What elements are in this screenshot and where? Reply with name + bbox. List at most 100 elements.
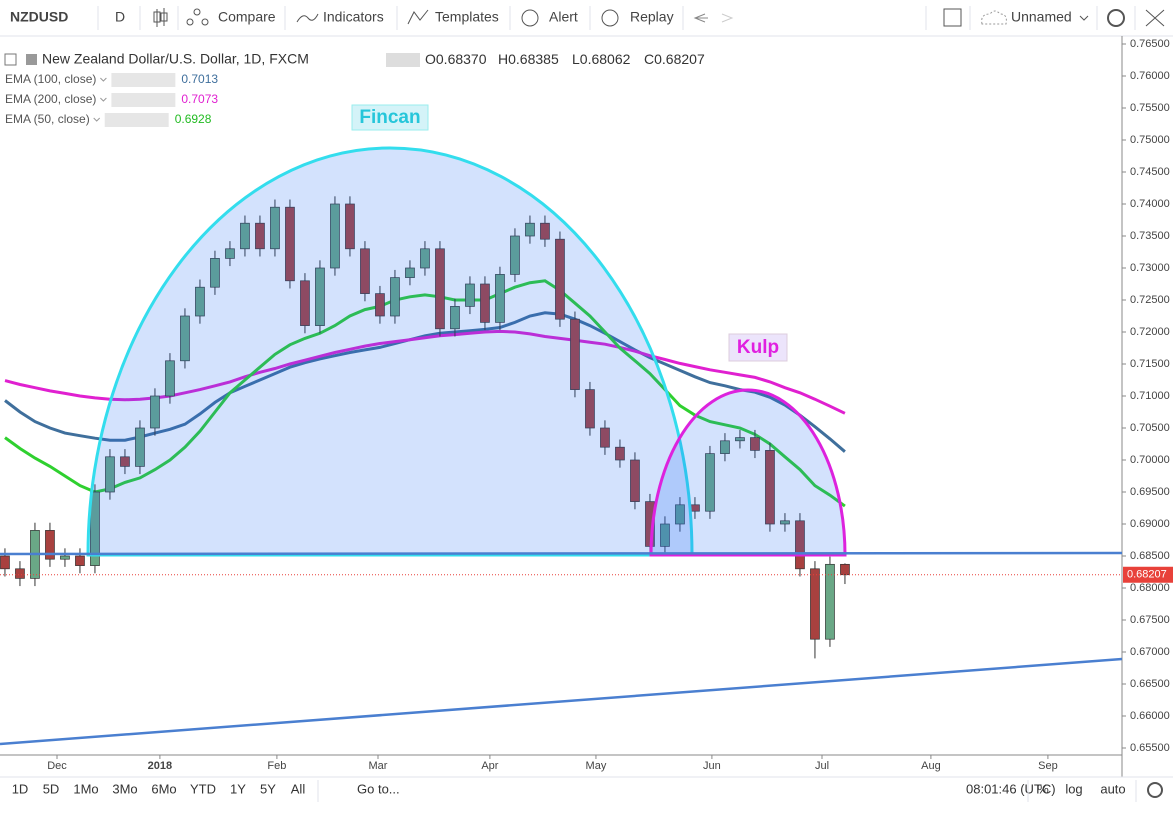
ohlc-text: 0.68062 — [580, 51, 631, 67]
undo-icon[interactable] — [693, 13, 708, 23]
replay-button[interactable]: Replay — [630, 9, 674, 25]
range-button[interactable]: 1D — [12, 781, 29, 796]
ohlc-value: L0.68062 — [572, 51, 631, 67]
candle-body — [735, 437, 745, 442]
candle-body — [60, 555, 70, 560]
x-tick-label: Apr — [481, 760, 498, 772]
auto-toggle[interactable]: auto — [1100, 781, 1125, 796]
y-tick-label: 0.71000 — [1130, 390, 1170, 402]
percent-toggle[interactable]: % — [1037, 781, 1049, 796]
candle-body — [345, 203, 355, 250]
ohlc: O0.68370 H0.68385 L0.68062 C0.68207 — [425, 51, 705, 67]
candle-icon[interactable] — [153, 8, 168, 27]
x-tick-label: 2018 — [148, 760, 172, 772]
candle-body — [120, 456, 130, 467]
candle-body — [195, 286, 205, 317]
y-tick-label: 0.76000 — [1130, 70, 1170, 82]
x-tick-label: Aug — [921, 760, 941, 772]
range-button[interactable]: YTD — [190, 781, 216, 796]
candle-body — [435, 248, 445, 330]
plot-area — [0, 196, 1122, 659]
goto-button[interactable]: Go to... — [357, 781, 400, 796]
y-tick-label: 0.67000 — [1130, 646, 1170, 658]
ohlc-key: C — [644, 51, 654, 67]
candle-body — [45, 530, 55, 560]
ohlc-key: O — [425, 51, 436, 67]
fullscreen-icon[interactable] — [943, 8, 962, 27]
symbol-icon — [26, 54, 37, 65]
legend-buttons[interactable] — [386, 53, 420, 67]
candle-body — [15, 568, 25, 579]
range-button[interactable]: 5Y — [260, 781, 276, 796]
candle-body — [135, 427, 145, 467]
settings-icon[interactable] — [1107, 9, 1125, 27]
y-tick-label: 0.76500 — [1130, 38, 1170, 50]
annotation-box — [351, 104, 429, 131]
candle-body — [525, 222, 535, 237]
templates-button[interactable]: Templates — [435, 9, 499, 25]
compare-icon — [186, 8, 209, 26]
x-tick-label: Mar — [369, 760, 388, 772]
legend-series-name: EMA (50, close) — [5, 112, 90, 126]
y-tick-label: 0.70500 — [1130, 422, 1170, 434]
legend-series-value: 0.6928 — [175, 112, 212, 126]
candle-body — [210, 258, 220, 288]
candle-body — [390, 277, 400, 317]
handle-drawing[interactable] — [649, 388, 847, 557]
layout-name[interactable]: Unnamed — [1011, 9, 1072, 25]
cup-drawing[interactable] — [86, 146, 694, 557]
range-button[interactable]: 5D — [43, 781, 60, 796]
candle-body — [165, 360, 175, 397]
axis-settings[interactable] — [1147, 782, 1163, 798]
y-tick-label: 0.68500 — [1130, 550, 1170, 562]
interval[interactable]: D — [115, 9, 125, 25]
x-tick-label: Jun — [703, 760, 721, 772]
compare-button[interactable]: Compare — [218, 9, 276, 25]
redo-icon[interactable] — [721, 13, 734, 23]
legend-dropdown — [100, 97, 107, 102]
ema-line — [4, 279, 846, 508]
ohlc-key: H — [498, 51, 508, 67]
range-button[interactable]: All — [291, 781, 306, 796]
candle-body — [660, 523, 670, 547]
range-button[interactable]: 1Y — [230, 781, 246, 796]
candle-body — [225, 248, 235, 259]
candle-body — [180, 315, 190, 362]
candle-body — [315, 267, 325, 326]
x-tick-label: Feb — [267, 760, 286, 772]
y-tick-label: 0.66000 — [1130, 710, 1170, 722]
alert-button[interactable]: Alert — [549, 9, 578, 25]
ohlc-value: H0.68385 — [498, 51, 559, 67]
range-button[interactable]: 3Mo — [112, 781, 137, 796]
legend-buttons — [104, 113, 169, 127]
y-tick-label: 0.69000 — [1130, 518, 1170, 530]
candle-body — [570, 318, 580, 390]
neckline[interactable] — [0, 551, 1123, 556]
trend-line[interactable] — [0, 657, 1123, 746]
symbol[interactable]: NZDUSD — [10, 9, 68, 25]
candle-body — [90, 491, 100, 566]
y-tick-label: 0.69500 — [1130, 486, 1170, 498]
y-tick-label: 0.74000 — [1130, 198, 1170, 210]
layout-dropdown[interactable] — [1079, 15, 1089, 21]
y-tick-label: 0.66500 — [1130, 678, 1170, 690]
legend-series-name: EMA (100, close) — [5, 72, 96, 86]
y-tick-label: 0.74500 — [1130, 166, 1170, 178]
legend-buttons — [111, 93, 176, 107]
range-button[interactable]: 6Mo — [151, 781, 176, 796]
indicators-icon — [296, 13, 319, 23]
alert-icon — [521, 9, 539, 27]
expand-icon[interactable] — [1145, 9, 1165, 27]
legend-series-value: 0.7073 — [181, 92, 218, 106]
indicators-button[interactable]: Indicators — [323, 9, 384, 25]
candle-body — [495, 274, 505, 323]
x-tick-label: Jul — [815, 760, 829, 772]
collapse-icon[interactable] — [4, 53, 17, 66]
annotation-box — [728, 333, 788, 362]
annotation: Kulp — [737, 337, 779, 358]
x-tick-label: Sep — [1038, 760, 1058, 772]
range-button[interactable]: 1Mo — [73, 781, 98, 796]
candle-body — [405, 267, 415, 278]
candle-body — [765, 450, 775, 525]
log-toggle[interactable]: log — [1065, 781, 1082, 796]
